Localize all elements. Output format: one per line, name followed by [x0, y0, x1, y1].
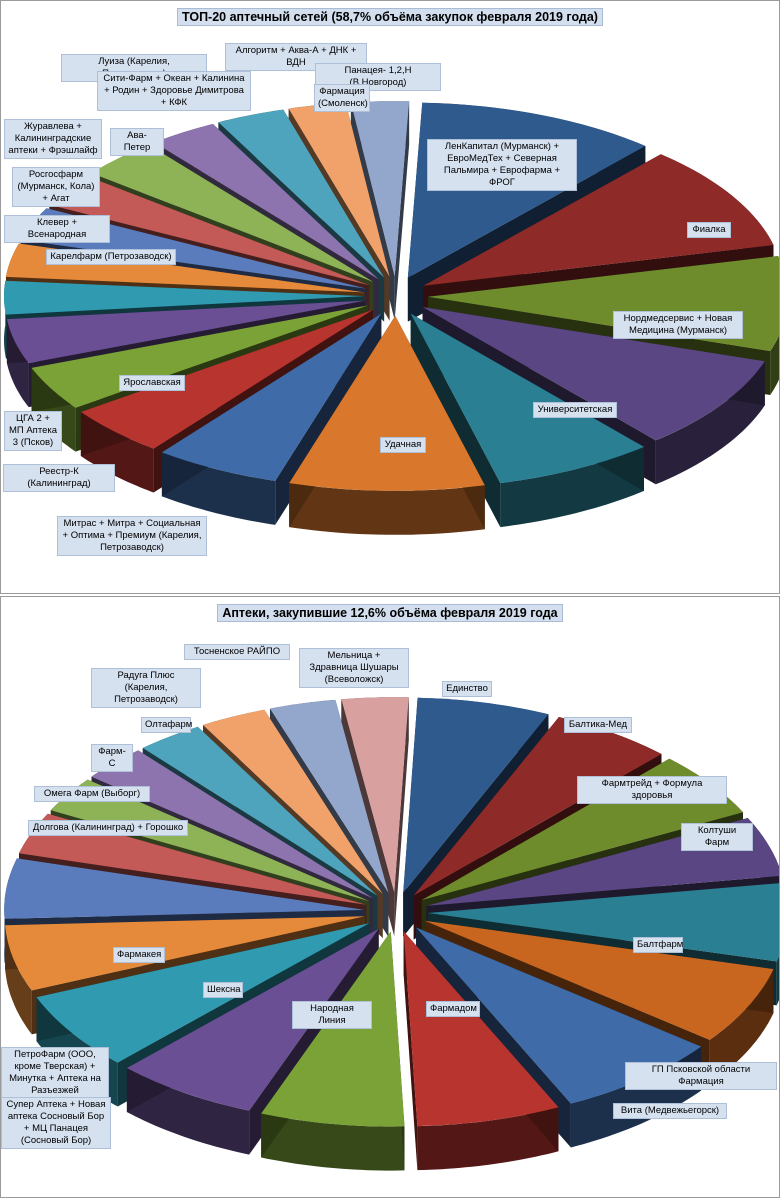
pie-slice-top: [341, 697, 409, 893]
pie-slice-top: [49, 176, 370, 286]
pie-slice: [289, 315, 485, 535]
pie-slice-top: [3, 280, 365, 315]
data-label: ЦГА 2 + МП Аптека 3 (Псков): [4, 411, 62, 451]
data-label: Радуга Плюс (Карелия, Петрозаводск): [91, 668, 201, 708]
pie-slice-top: [410, 313, 644, 484]
pie-slice-top: [203, 709, 383, 894]
data-label: Клевер + Всенародная: [4, 215, 110, 243]
pie-slice-top: [424, 920, 774, 1040]
pie-slice-top: [270, 699, 389, 893]
pie-slice-top: [4, 858, 365, 919]
pie-slice-top: [91, 750, 373, 899]
data-label: Реестр-К (Калининград): [3, 464, 115, 492]
pie-slice-top: [161, 313, 382, 481]
data-label: Супер Аптека + Новая аптека Сосновый Бор…: [1, 1097, 111, 1149]
pie-slice-side: [417, 1107, 559, 1171]
data-label: Долгова (Калининград) + Горошко: [28, 820, 188, 836]
data-label: Удачная: [380, 437, 426, 453]
pie-slice-top: [91, 145, 374, 282]
data-label: Единство: [442, 681, 492, 697]
pie-slice-top: [5, 916, 365, 991]
pie-slice-top: [427, 883, 779, 962]
data-label: Митрас + Митра + Социальная + Оптима + П…: [57, 516, 207, 556]
data-label: Ава-Петер: [110, 128, 164, 156]
chart-title: ТОП-20 аптечный сетей (58,7% объёма заку…: [1, 8, 779, 26]
pie-slice-top: [403, 931, 559, 1127]
data-label: Карелфарм (Петрозаводск): [46, 249, 176, 265]
pie-chart-12pct: [4, 697, 779, 1171]
pie-slice-wall: [394, 697, 409, 937]
data-label: Тосненское РАЙПО: [184, 644, 290, 660]
pie-slice-top: [6, 300, 365, 364]
data-label: Олтафарм: [141, 717, 192, 733]
pie-slice-top: [350, 101, 410, 277]
data-label: Фармадом: [426, 1001, 480, 1017]
chart-panel-12pct: Аптеки, закупившие 12,6% объёма февраля …: [0, 596, 780, 1198]
pie-slice-top: [142, 726, 378, 896]
pie-chart-top20: [3, 101, 779, 535]
pie-slice-top: [218, 109, 385, 278]
chart-panel-top20: ТОП-20 аптечный сетей (58,7% объёма заку…: [0, 0, 780, 594]
data-label: Мельница + Здравница Шушары (Всеволожск): [299, 648, 409, 688]
data-label: Вита (Медвежьегорск): [613, 1103, 727, 1119]
data-label: Балтфарм: [633, 937, 683, 953]
pie-slice-side: [261, 1113, 405, 1171]
data-label: Росгосфарм (Мурманск, Кола) + Агат: [12, 167, 100, 207]
pie-slice-top: [80, 309, 374, 449]
pie-slice-wall: [394, 101, 410, 321]
data-label: Фиалка: [687, 222, 731, 238]
pie-slice-top: [19, 813, 367, 905]
pie-slice-top: [50, 779, 370, 902]
data-label: Журавлева + Калининградские аптеки + Фрэ…: [4, 119, 102, 159]
data-label: Омега Фарм (Выборг): [34, 786, 150, 802]
pie-slice-top: [288, 102, 390, 277]
chart-title: Аптеки, закупившие 12,6% объёма февраля …: [1, 604, 779, 622]
pie-slice-top: [36, 923, 370, 1063]
pie-slice: [261, 931, 405, 1171]
data-label: Народная Линия: [292, 1001, 372, 1029]
pie-slice-top: [31, 305, 368, 408]
data-label: Фармация (Смоленск): [314, 84, 370, 112]
data-label: Нордмедсервис + Новая Медицина (Мурманск…: [613, 311, 743, 339]
pie-slice-top: [289, 315, 485, 491]
data-label: Панацея- 1,2,Н (В.Новгород): [315, 63, 441, 91]
pie-slice-side: [770, 256, 779, 396]
data-label: Балтика-Мед: [564, 717, 632, 733]
pie-slice-top: [261, 931, 405, 1127]
data-label: Шексна: [203, 982, 243, 998]
data-label: Сити-Фарм + Океан + Калинина + Родин + З…: [97, 71, 251, 111]
pie-slice-top: [422, 307, 765, 441]
data-label: Алгоритм + Аква-А + ДНК + ВДН: [225, 43, 367, 71]
pie-slice-top: [126, 928, 379, 1111]
data-label: Колтуши Фарм: [681, 823, 753, 851]
pie-slice-top: [416, 927, 702, 1104]
data-label: Фармакея: [113, 947, 165, 963]
data-label: ЛенКапитал (Мурманск) + ЕвроМедТех + Сев…: [427, 139, 577, 191]
data-label: Фарм-С: [91, 744, 133, 772]
data-label: ГП Псковской области Фармация: [625, 1062, 777, 1090]
pie-slice-top: [154, 124, 379, 280]
data-label: Ярославская: [119, 375, 185, 391]
pie-slice-top: [423, 154, 774, 286]
pie-slice-wall: [403, 931, 418, 1171]
pie-slice-side: [776, 956, 779, 1006]
pie-slice-side: [5, 925, 32, 1035]
data-label: Университетская: [533, 402, 617, 418]
data-label: ПетроФарм (ООО, кроме Тверская) + Минутк…: [1, 1047, 109, 1099]
pie-slice-top: [413, 717, 662, 896]
pie-slice-top: [403, 697, 549, 893]
pie-slice: [403, 931, 559, 1171]
pie-slice-side: [289, 483, 485, 535]
data-label: Фармтрейд + Формула здоровья: [577, 776, 727, 804]
